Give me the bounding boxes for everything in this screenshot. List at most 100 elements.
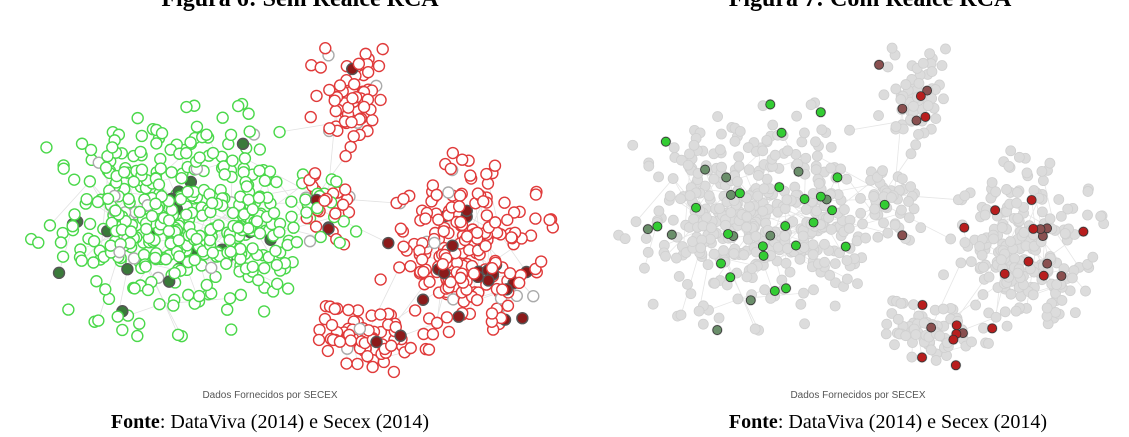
node [1005, 236, 1016, 247]
node [675, 309, 687, 321]
node [206, 246, 219, 259]
node [1011, 197, 1022, 209]
node [122, 192, 135, 206]
node [172, 234, 186, 247]
node [342, 303, 355, 317]
node [930, 355, 942, 366]
node [345, 115, 358, 129]
node [900, 79, 912, 90]
node-highlight [920, 112, 931, 122]
node [940, 43, 951, 55]
node [338, 183, 352, 196]
node [374, 93, 387, 107]
node [1001, 184, 1012, 195]
node [1059, 228, 1071, 239]
node [970, 299, 982, 311]
node [516, 311, 529, 325]
node-highlight [691, 202, 701, 213]
node [203, 233, 217, 247]
node [232, 99, 245, 113]
node [220, 257, 233, 270]
node [353, 322, 367, 336]
node [857, 218, 868, 230]
node [339, 149, 352, 163]
node [374, 308, 387, 321]
node-highlight [723, 229, 733, 239]
node [397, 240, 410, 253]
node [118, 165, 131, 179]
node [746, 263, 758, 274]
node [190, 232, 203, 246]
node [270, 258, 284, 272]
node [797, 230, 809, 242]
node-highlight [758, 250, 769, 261]
node [791, 110, 803, 122]
node [959, 190, 971, 202]
node [759, 284, 771, 296]
node-highlight [959, 222, 970, 233]
node [127, 252, 141, 265]
node [819, 238, 830, 250]
node [163, 214, 176, 227]
node-highlight [780, 221, 791, 231]
node [1001, 320, 1013, 332]
node [387, 365, 401, 379]
node [285, 210, 298, 224]
node-highlight [666, 229, 677, 240]
node [918, 317, 930, 329]
node [978, 261, 989, 273]
node [619, 233, 631, 245]
node [892, 313, 904, 325]
node [855, 207, 867, 219]
node-highlight [735, 188, 745, 199]
node [135, 129, 148, 143]
node [250, 215, 264, 228]
node [810, 136, 821, 148]
node [841, 273, 853, 285]
node [270, 175, 283, 189]
node [800, 204, 812, 215]
node [824, 269, 836, 281]
node [695, 242, 707, 254]
node-highlight [776, 127, 787, 138]
node-highlight [808, 217, 819, 228]
node [133, 205, 146, 219]
node [470, 226, 484, 239]
node [300, 206, 313, 219]
node [1067, 272, 1078, 284]
node [488, 216, 502, 229]
node [188, 253, 201, 267]
node [741, 221, 753, 233]
node-highlight [725, 190, 736, 200]
node [512, 276, 526, 290]
node [193, 151, 206, 164]
node [529, 212, 542, 225]
node [168, 266, 181, 280]
node [705, 222, 717, 234]
node-highlight [815, 107, 826, 118]
node-highlight [815, 191, 826, 202]
node [752, 190, 764, 202]
node-highlight [781, 283, 791, 294]
node-highlight [769, 286, 780, 296]
node [905, 148, 917, 160]
node-highlight [911, 115, 922, 126]
node [908, 100, 919, 112]
node [1053, 194, 1065, 205]
node [80, 193, 93, 206]
node [54, 236, 68, 249]
node [92, 314, 105, 327]
node [273, 125, 286, 139]
node [134, 145, 147, 159]
node [725, 207, 737, 218]
node-highlight [745, 295, 756, 306]
node-highlight [791, 240, 801, 251]
node [351, 357, 364, 371]
credit: Dados Fornecidos por SECEX [202, 390, 337, 401]
node [855, 193, 866, 204]
node [40, 141, 53, 154]
node [133, 317, 146, 330]
node [1018, 227, 1030, 238]
node-highlight [652, 221, 663, 232]
node [193, 289, 206, 303]
